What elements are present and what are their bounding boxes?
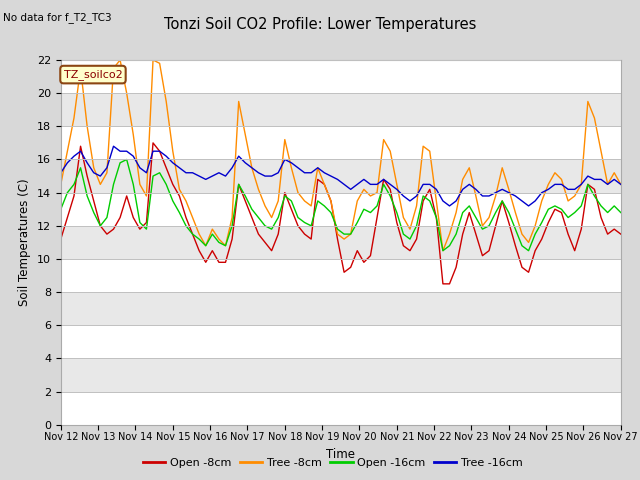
Bar <box>61 93 621 126</box>
Bar <box>61 192 621 226</box>
Bar <box>61 159 621 192</box>
Bar <box>61 226 621 259</box>
Bar <box>61 126 621 159</box>
Legend: Open -8cm, Tree -8cm, Open -16cm, Tree -16cm: Open -8cm, Tree -8cm, Open -16cm, Tree -… <box>139 453 527 472</box>
Bar <box>61 292 621 325</box>
Text: No data for f_T2_TC3: No data for f_T2_TC3 <box>3 12 112 23</box>
Bar <box>61 359 621 392</box>
Text: Tonzi Soil CO2 Profile: Lower Temperatures: Tonzi Soil CO2 Profile: Lower Temperatur… <box>164 17 476 32</box>
Bar <box>61 392 621 425</box>
Text: TZ_soilco2: TZ_soilco2 <box>63 69 122 80</box>
X-axis label: Time: Time <box>326 448 355 461</box>
Y-axis label: Soil Temperatures (C): Soil Temperatures (C) <box>19 179 31 306</box>
Bar <box>61 325 621 359</box>
Bar <box>61 60 621 93</box>
Bar <box>61 259 621 292</box>
